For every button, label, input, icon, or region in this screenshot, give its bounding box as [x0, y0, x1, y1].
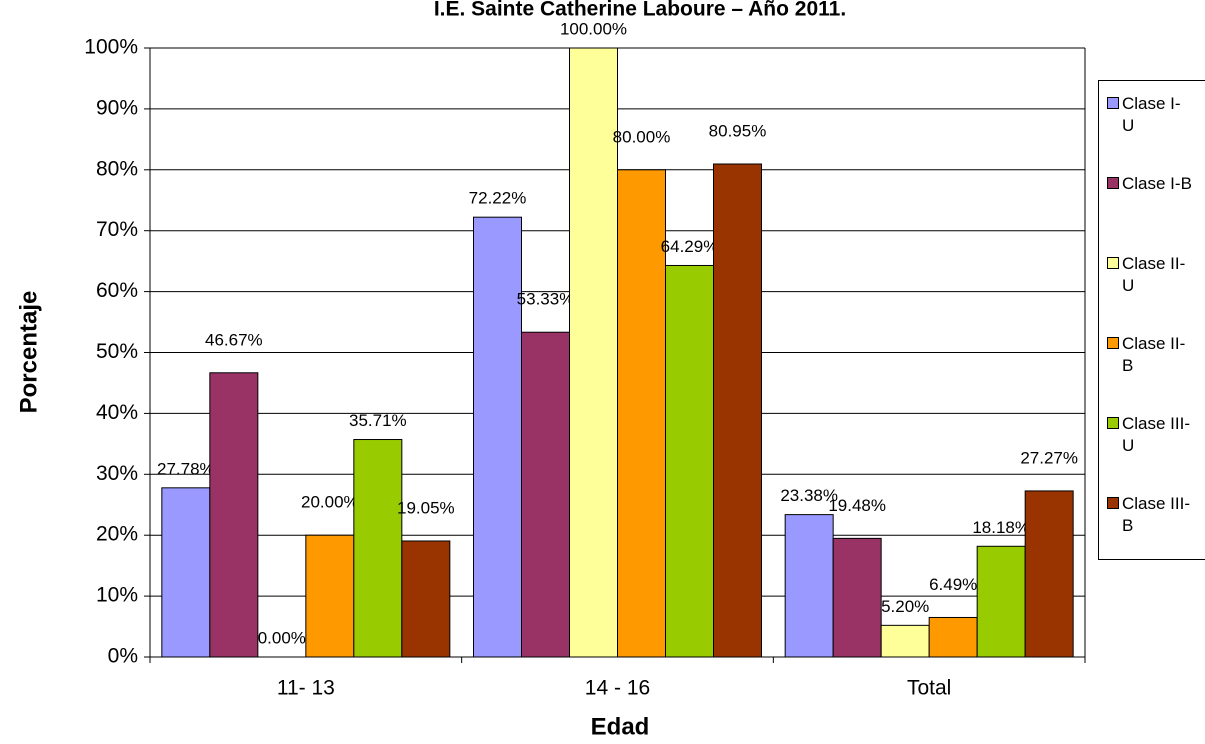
y-tick-label: 80%	[96, 157, 138, 180]
data-label: 23.38%	[780, 486, 838, 505]
legend-label: Clase II-U	[1122, 254, 1186, 295]
legend-swatch	[1107, 177, 1119, 189]
bar	[713, 163, 762, 658]
legend-entry: Clase II-B	[1099, 321, 1205, 401]
y-tick-label: 30%	[96, 462, 138, 485]
legend-swatch	[1107, 417, 1119, 429]
y-tick-label: 60%	[96, 279, 138, 302]
y-tick-label: 10%	[96, 584, 138, 607]
legend-entry: Clase II-U	[1099, 241, 1205, 321]
legend-entry: Clase III-B	[1099, 481, 1205, 561]
bar	[353, 439, 403, 658]
x-tick-label: 11- 13	[277, 677, 335, 700]
legend-swatch	[1107, 97, 1119, 109]
data-label: 27.78%	[157, 459, 215, 478]
y-tick-label: 50%	[96, 340, 138, 363]
data-label: 5.20%	[881, 597, 929, 616]
y-tick-label: 0%	[108, 645, 138, 668]
x-tick-label: Total	[907, 677, 951, 700]
bar	[161, 487, 211, 658]
data-label: 46.67%	[205, 330, 263, 349]
data-label: 72.22%	[469, 189, 527, 208]
legend-label: Clase III-B	[1122, 494, 1191, 535]
legend-entry: Clase I-U	[1099, 81, 1205, 161]
data-label: 27.27%	[1020, 448, 1078, 467]
bar	[521, 331, 570, 658]
bar	[401, 540, 451, 658]
bar	[928, 616, 978, 658]
data-label: 100.00%	[560, 19, 627, 38]
x-tick-label: 14 - 16	[585, 677, 650, 700]
data-label: 0.00%	[258, 628, 306, 647]
data-label: 80.00%	[613, 127, 671, 146]
y-tick-label: 90%	[96, 96, 138, 119]
data-label: 6.49%	[929, 575, 977, 594]
data-label: 35.71%	[349, 411, 407, 430]
legend-swatch	[1107, 257, 1119, 269]
data-label: 64.29%	[661, 237, 719, 256]
legend-label: Clase I-B	[1122, 174, 1192, 193]
bar	[880, 624, 930, 658]
data-label: 19.05%	[397, 498, 455, 517]
bar	[665, 264, 714, 658]
bar	[305, 534, 355, 658]
y-tick-label: 20%	[96, 523, 138, 546]
bar	[617, 169, 666, 658]
legend-label: Clase III-U	[1122, 414, 1191, 455]
data-label: 53.33%	[517, 290, 575, 309]
legend-swatch	[1107, 337, 1119, 349]
x-axis-label: Edad	[591, 713, 650, 740]
bar	[1024, 490, 1074, 658]
bar	[569, 47, 618, 658]
bar	[976, 545, 1026, 658]
y-tick-label: 100%	[84, 36, 138, 59]
legend: Clase I-U Clase I-B Clase II-U Clase II-B Cl…	[1098, 80, 1205, 560]
y-tick-label: 40%	[96, 401, 138, 424]
legend-entry: Clase I-B	[1099, 161, 1205, 241]
legend-label: Clase I-U	[1122, 94, 1181, 135]
bar	[473, 216, 522, 658]
chart-title: I.E. Sainte Catherine Laboure – Año 2011…	[434, 0, 846, 21]
bar	[784, 514, 834, 658]
data-label: 18.18%	[972, 518, 1030, 537]
legend-swatch	[1107, 497, 1119, 509]
bar	[832, 537, 882, 658]
y-tick-label: 70%	[96, 218, 138, 241]
data-label: 19.48%	[828, 496, 886, 515]
legend-label: Clase II-B	[1122, 334, 1186, 375]
legend-entry: Clase III-U	[1099, 401, 1205, 481]
y-axis-label: Porcentaje	[15, 291, 42, 414]
data-label: 20.00%	[301, 493, 359, 512]
data-label: 80.95%	[709, 121, 767, 140]
bar	[209, 372, 259, 658]
